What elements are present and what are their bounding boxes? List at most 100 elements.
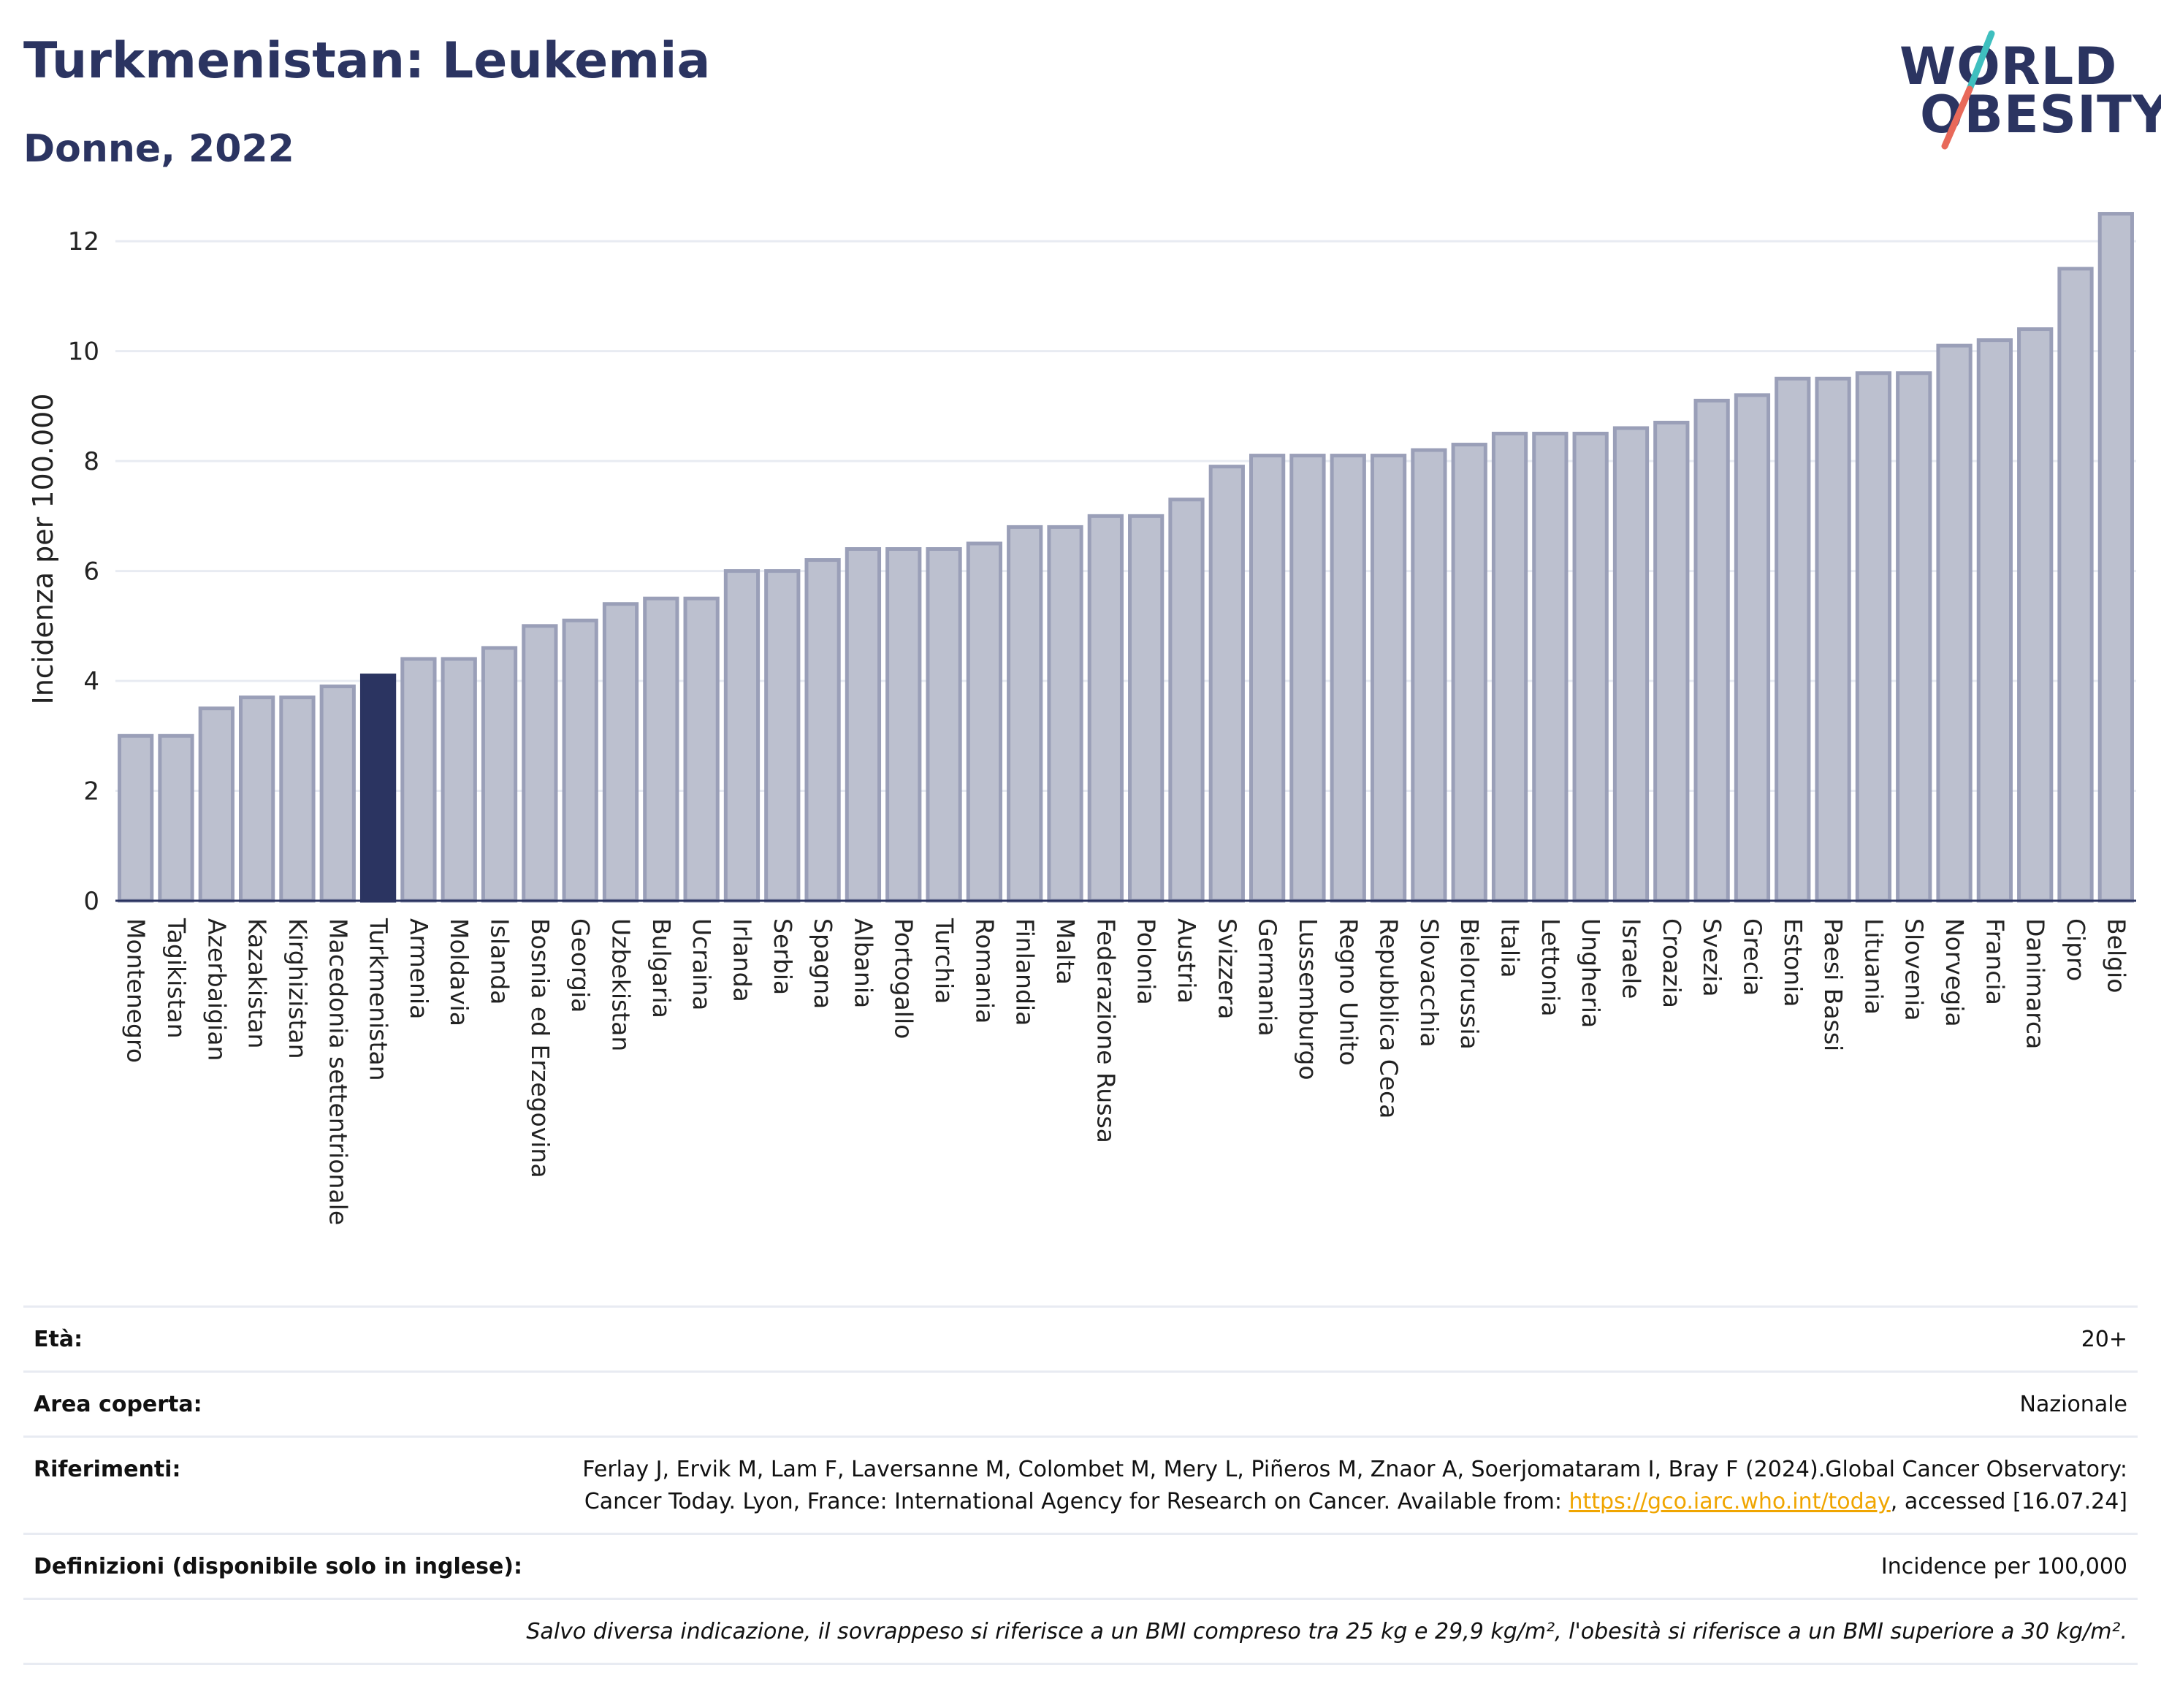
bar [804, 558, 841, 903]
bar-chart: 0 2 4 6 8 10 12 Incidenza per 100.000 Montenegro… [27, 212, 2136, 1225]
x-tick-label: Grecia [1738, 918, 1766, 996]
x-tick-label: Macedonia settentrionale [324, 918, 352, 1225]
y-tick-label: 8 [83, 447, 99, 476]
world-obesity-logo: WORLD OBESITY [1899, 29, 2161, 153]
info-row-area: Area coperta: Nazionale [23, 1370, 2138, 1436]
y-tick-label: 10 [68, 338, 99, 367]
x-tick-label: Polonia [1132, 918, 1161, 1005]
references-link[interactable]: https://gco.iarc.who.int/today [1569, 1489, 1891, 1514]
x-tick-label: Tagikistan [162, 918, 191, 1039]
references-label: Riferimenti: [34, 1457, 181, 1482]
references-text: Ferlay J, Ervik M, Lam F, Laversanne M, … [582, 1457, 2127, 1514]
bar [1007, 525, 1043, 903]
bar [602, 602, 639, 903]
bar [1289, 454, 1326, 903]
bar [1087, 514, 1124, 903]
bar [1734, 393, 1771, 903]
bar [522, 624, 558, 903]
info-row-age: Età: 20+ [23, 1305, 2138, 1370]
x-tick-label: Federazione Russa [1091, 918, 1120, 1143]
x-tick-label: Estonia [1779, 918, 1807, 1007]
area-value: Nazionale [2019, 1392, 2127, 1417]
bar [885, 547, 922, 903]
chart-title: Turkmenistan: Leukemia [23, 32, 711, 90]
y-tick-label: 4 [83, 667, 99, 696]
x-tick-label: Armenia [405, 918, 433, 1019]
x-tick-label: Serbia [769, 918, 797, 995]
bar [118, 733, 154, 903]
x-tick-label: Regno Unito [1334, 918, 1362, 1066]
x-tick-label: Turkmenistan [365, 918, 393, 1081]
x-tick-label: Belgio [2102, 918, 2130, 993]
chart-subtitle: Donne, 2022 [23, 127, 294, 171]
x-tick-label: Moldavia [445, 918, 473, 1026]
x-tick-label: Portogallo [890, 918, 918, 1039]
bar [1653, 420, 1690, 903]
info-row-references: Riferimenti: Ferlay J, Ervik M, Lam F, L… [23, 1436, 2138, 1533]
bmi-note: Salvo diversa indicazione, il sovrappeso… [526, 1619, 2127, 1644]
bar [1532, 432, 1569, 903]
x-tick-label: Bulgaria [647, 918, 676, 1018]
bar [2097, 212, 2134, 903]
bar [764, 569, 801, 903]
bar [1693, 398, 1730, 903]
bar [1491, 432, 1528, 903]
bar [279, 695, 316, 903]
x-tick-label: Turchia [930, 918, 958, 1004]
x-tick-label: Lettonia [1536, 918, 1565, 1016]
bar [1936, 343, 1973, 903]
x-tick-label: Azerbaigian [202, 918, 231, 1061]
x-tick-label: Francia [1981, 918, 2009, 1005]
x-tick-label: Uzbekistan [607, 918, 636, 1051]
y-axis-label: Incidenza per 100.000 [27, 394, 59, 705]
bar [238, 695, 275, 903]
x-tick-label: Bosnia ed Erzegovina [526, 918, 554, 1178]
definitions-label: Definizioni (disponibile solo in inglese… [34, 1554, 522, 1579]
bar [198, 706, 235, 903]
x-tick-label: Croazia [1658, 918, 1686, 1008]
bar [1128, 514, 1165, 903]
x-tick-label: Germania [1254, 918, 1282, 1037]
bar [1815, 376, 1851, 903]
x-tick-label: Malta [1051, 918, 1080, 985]
x-tick-label: Kazakistan [243, 918, 272, 1048]
bar [1047, 525, 1083, 903]
bar [1896, 371, 1932, 903]
bar [2017, 327, 2054, 903]
bar [562, 618, 598, 903]
bar [1572, 432, 1609, 903]
x-tick-label: Kirghizistan [283, 918, 312, 1059]
x-tick-label: Svezia [1698, 918, 1726, 997]
x-tick-label: Lussemburgo [1294, 918, 1322, 1080]
logo-line-1: WORLD [1899, 37, 2118, 96]
x-tick-label: Islanda [486, 918, 514, 1004]
bar [926, 547, 962, 903]
x-tick-label: Lituania [1859, 918, 1888, 1015]
x-tick-label: Montenegro [122, 918, 150, 1063]
references-tail: , accessed [16.07.24] [1890, 1489, 2127, 1514]
bar [1168, 497, 1205, 903]
bar [319, 685, 356, 903]
x-tick-label: Paesi Bassi [1819, 918, 1848, 1051]
x-tick-label: Finlandia [1011, 918, 1040, 1026]
info-table: Età: 20+ Area coperta: Nazionale Riferim… [23, 1305, 2138, 1665]
x-tick-label: Ungheria [1577, 918, 1605, 1028]
x-tick-label: Norvegia [1940, 918, 1969, 1027]
area-label: Area coperta: [34, 1392, 202, 1417]
x-tick-label: Danimarca [2021, 918, 2050, 1049]
bar [723, 569, 761, 903]
info-row-definitions: Definizioni (disponibile solo in inglese… [23, 1533, 2138, 1598]
x-tick-label: Italia [1496, 918, 1525, 977]
bar [441, 657, 477, 903]
y-tick-label: 6 [83, 557, 99, 587]
bar [845, 547, 882, 903]
bar [1370, 454, 1407, 903]
bar [1249, 454, 1286, 903]
references-value: Ferlay J, Ervik M, Lam F, Laversanne M, … [520, 1454, 2127, 1518]
x-tick-label: Svizzera [1213, 918, 1241, 1019]
bar [1855, 371, 1892, 903]
bar [1976, 338, 2013, 903]
bar [1208, 465, 1245, 903]
bar [643, 596, 679, 903]
x-tick-label: Albania [849, 918, 877, 1008]
